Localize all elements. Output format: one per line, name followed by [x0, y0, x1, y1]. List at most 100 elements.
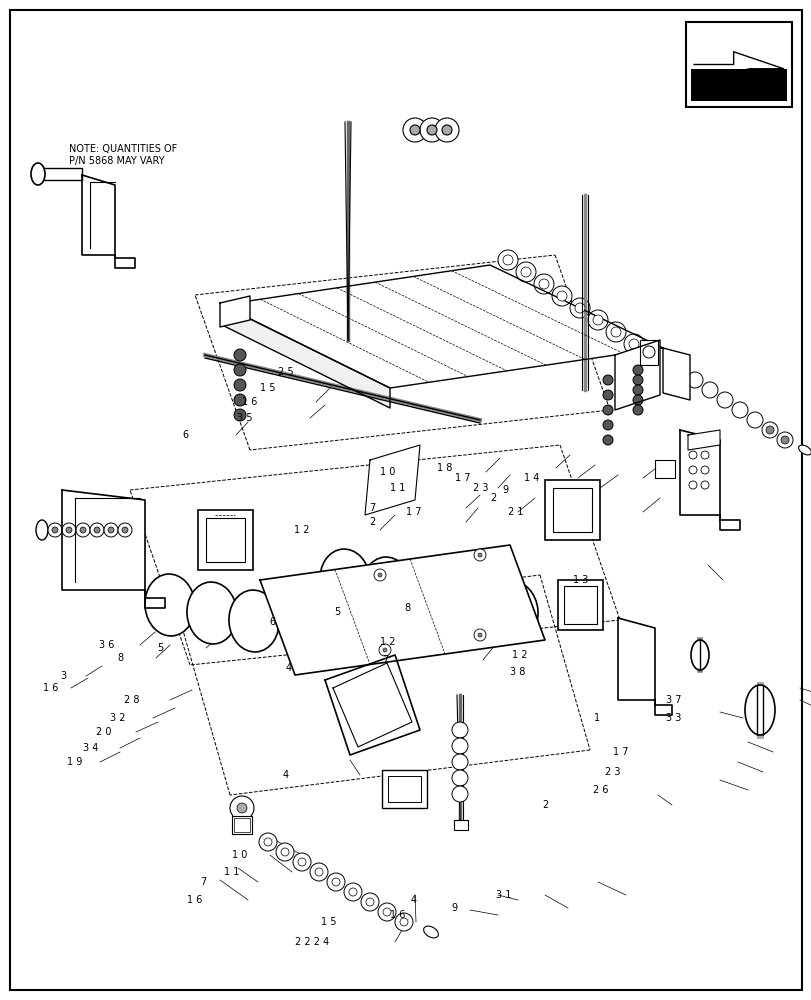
- Text: 8: 8: [117, 653, 123, 663]
- Polygon shape: [324, 655, 419, 755]
- Circle shape: [780, 436, 788, 444]
- Circle shape: [90, 523, 104, 537]
- Text: 1 9: 1 9: [67, 757, 82, 767]
- Ellipse shape: [445, 573, 496, 635]
- Text: 1 6: 1 6: [187, 895, 202, 905]
- Circle shape: [427, 125, 436, 135]
- Ellipse shape: [646, 352, 656, 370]
- Text: 1 8: 1 8: [437, 463, 452, 473]
- Text: 5: 5: [333, 607, 340, 617]
- Circle shape: [293, 853, 311, 871]
- Circle shape: [716, 392, 732, 408]
- Circle shape: [633, 365, 642, 375]
- Circle shape: [234, 364, 246, 376]
- Circle shape: [419, 118, 444, 142]
- Text: 2 5: 2 5: [277, 367, 294, 377]
- Circle shape: [569, 298, 590, 318]
- Circle shape: [515, 262, 535, 282]
- Circle shape: [76, 523, 90, 537]
- Polygon shape: [220, 296, 250, 327]
- Circle shape: [605, 322, 625, 342]
- Circle shape: [361, 893, 379, 911]
- Polygon shape: [614, 340, 659, 410]
- Circle shape: [52, 527, 58, 533]
- Circle shape: [234, 349, 246, 361]
- Circle shape: [603, 390, 612, 400]
- Circle shape: [474, 629, 486, 641]
- Text: 1 1: 1 1: [390, 483, 405, 493]
- Text: 1 6: 1 6: [242, 397, 257, 407]
- Bar: [654, 460, 674, 478]
- Polygon shape: [712, 71, 775, 95]
- Circle shape: [633, 375, 642, 385]
- Ellipse shape: [403, 565, 453, 627]
- Text: 7: 7: [200, 877, 206, 887]
- Bar: [198, 510, 253, 570]
- Text: 9: 9: [501, 485, 508, 495]
- Circle shape: [478, 553, 482, 557]
- Bar: [690, 69, 786, 101]
- Text: 1 6: 1 6: [44, 683, 58, 693]
- Circle shape: [234, 409, 246, 421]
- Circle shape: [410, 125, 419, 135]
- Text: 3: 3: [60, 671, 67, 681]
- Polygon shape: [260, 545, 544, 675]
- Circle shape: [48, 523, 62, 537]
- Ellipse shape: [362, 557, 411, 619]
- Text: 2 3: 2 3: [472, 483, 488, 493]
- Text: 2 8: 2 8: [123, 695, 139, 705]
- Circle shape: [574, 303, 584, 313]
- Text: 2 0: 2 0: [96, 727, 112, 737]
- Circle shape: [702, 382, 717, 398]
- Circle shape: [80, 527, 86, 533]
- Bar: [639, 340, 657, 365]
- Circle shape: [104, 523, 118, 537]
- Circle shape: [378, 573, 381, 577]
- Text: 2: 2: [542, 800, 548, 810]
- Text: 2 3: 2 3: [604, 767, 620, 777]
- Circle shape: [383, 648, 387, 652]
- Circle shape: [452, 754, 467, 770]
- Ellipse shape: [320, 549, 370, 611]
- Text: 1 2: 1 2: [380, 637, 396, 647]
- Bar: [453, 820, 467, 830]
- Text: 3 7: 3 7: [665, 695, 681, 705]
- Text: 3 6: 3 6: [100, 640, 114, 650]
- Circle shape: [642, 346, 654, 358]
- Polygon shape: [617, 618, 672, 715]
- Circle shape: [62, 523, 76, 537]
- Circle shape: [402, 118, 427, 142]
- Circle shape: [610, 327, 620, 337]
- Circle shape: [539, 279, 548, 289]
- Text: 2 1: 2 1: [507, 507, 523, 517]
- Text: 2: 2: [490, 493, 496, 503]
- Circle shape: [441, 125, 452, 135]
- Text: 7: 7: [368, 503, 375, 513]
- Circle shape: [452, 722, 467, 738]
- Bar: [552, 488, 591, 532]
- Circle shape: [629, 339, 638, 349]
- Ellipse shape: [487, 581, 538, 643]
- Bar: [564, 586, 596, 624]
- Polygon shape: [679, 430, 739, 530]
- Text: 3 8: 3 8: [510, 667, 525, 677]
- Text: 2: 2: [368, 517, 375, 527]
- Circle shape: [731, 402, 747, 418]
- Text: 2 2 2 4: 2 2 2 4: [295, 937, 329, 947]
- Circle shape: [474, 549, 486, 561]
- Bar: [685, 22, 791, 107]
- Circle shape: [118, 523, 132, 537]
- Circle shape: [633, 405, 642, 415]
- Ellipse shape: [36, 520, 48, 540]
- Text: 1 5: 1 5: [320, 917, 337, 927]
- Circle shape: [761, 422, 777, 438]
- Text: 7: 7: [382, 655, 388, 665]
- Circle shape: [689, 466, 696, 474]
- Text: 4: 4: [285, 663, 291, 673]
- Polygon shape: [62, 490, 165, 608]
- Circle shape: [633, 395, 642, 405]
- Bar: [232, 816, 251, 834]
- Circle shape: [497, 250, 517, 270]
- Circle shape: [315, 868, 323, 876]
- Text: 1 2: 1 2: [294, 525, 310, 535]
